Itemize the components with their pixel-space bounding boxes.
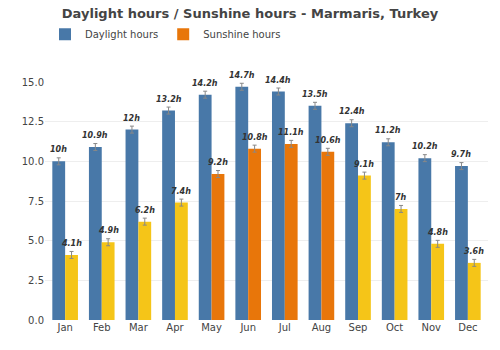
svg-text:Jul: Jul <box>278 322 291 333</box>
svg-text:2.5: 2.5 <box>28 275 44 286</box>
svg-text:7h: 7h <box>395 193 407 202</box>
svg-text:Sunshine hours: Sunshine hours <box>203 29 280 40</box>
svg-text:11.2h: 11.2h <box>375 126 401 135</box>
svg-text:10.9h: 10.9h <box>82 131 108 140</box>
svg-text:3.6h: 3.6h <box>464 247 484 256</box>
svg-text:10.6h: 10.6h <box>315 136 341 145</box>
svg-text:10h: 10h <box>50 145 67 154</box>
svg-text:7.4h: 7.4h <box>171 187 191 196</box>
svg-text:May: May <box>201 322 222 333</box>
svg-text:12.4h: 12.4h <box>339 107 365 116</box>
svg-text:12.5: 12.5 <box>22 116 44 127</box>
svg-text:9.2h: 9.2h <box>208 158 228 167</box>
svg-text:10.2h: 10.2h <box>412 142 438 151</box>
svg-text:Dec: Dec <box>458 322 477 333</box>
svg-text:5.0: 5.0 <box>28 235 44 246</box>
svg-text:Daylight hours / Sunshine hour: Daylight hours / Sunshine hours - Marmar… <box>62 6 439 21</box>
svg-text:0.0: 0.0 <box>28 315 44 326</box>
svg-text:Mar: Mar <box>129 322 149 333</box>
svg-text:Sep: Sep <box>349 322 368 333</box>
svg-text:6.2h: 6.2h <box>135 206 155 215</box>
svg-text:4.1h: 4.1h <box>61 239 82 248</box>
svg-text:Apr: Apr <box>166 322 184 333</box>
svg-text:14.4h: 14.4h <box>265 76 291 85</box>
svg-text:11.1h: 11.1h <box>278 128 304 137</box>
svg-text:15.0: 15.0 <box>22 77 44 88</box>
svg-text:10.0: 10.0 <box>22 156 44 167</box>
svg-text:13.2h: 13.2h <box>156 95 182 104</box>
svg-text:14.2h: 14.2h <box>192 79 218 88</box>
svg-text:13.5h: 13.5h <box>302 90 328 99</box>
svg-text:9.1h: 9.1h <box>354 160 374 169</box>
svg-text:7.5: 7.5 <box>28 196 44 207</box>
svg-text:Jan: Jan <box>56 322 72 333</box>
svg-text:12h: 12h <box>123 114 140 123</box>
svg-text:Feb: Feb <box>93 322 111 333</box>
svg-text:Daylight hours: Daylight hours <box>85 29 158 40</box>
svg-text:10.8h: 10.8h <box>242 133 268 142</box>
svg-text:4.8h: 4.8h <box>427 228 448 237</box>
svg-text:Nov: Nov <box>421 322 441 333</box>
svg-text:Aug: Aug <box>312 322 332 333</box>
svg-text:9.7h: 9.7h <box>451 150 471 159</box>
svg-text:14.7h: 14.7h <box>229 71 255 80</box>
svg-text:4.9h: 4.9h <box>98 226 119 235</box>
svg-text:Jun: Jun <box>239 322 256 333</box>
svg-text:Oct: Oct <box>386 322 403 333</box>
